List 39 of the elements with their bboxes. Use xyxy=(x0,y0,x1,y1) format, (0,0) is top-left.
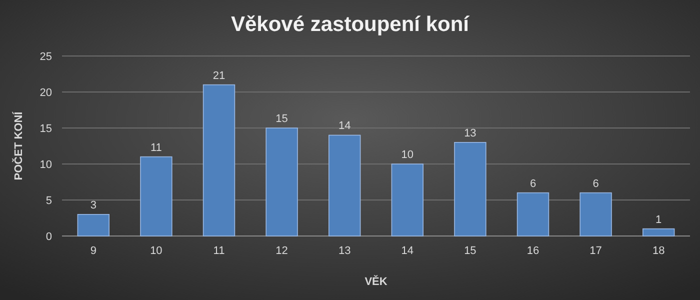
bar xyxy=(391,164,424,236)
x-tick-label: 9 xyxy=(90,245,96,257)
data-label: 15 xyxy=(276,113,288,125)
data-label: 10 xyxy=(401,149,414,161)
bar xyxy=(202,84,236,236)
x-tick-label: 17 xyxy=(590,245,602,257)
x-tick-label: 16 xyxy=(526,245,540,257)
bar xyxy=(77,214,110,236)
chart-title: Věkové zastoupení koní xyxy=(230,13,470,36)
y-tick-label: 5 xyxy=(46,194,52,207)
data-label: 6 xyxy=(592,178,599,190)
bar xyxy=(328,134,361,236)
data-label: 3 xyxy=(90,199,96,212)
data-label: 14 xyxy=(338,120,351,132)
bar xyxy=(140,156,172,236)
x-tick-label: 12 xyxy=(276,245,288,257)
bar xyxy=(454,142,486,236)
x-tick-label: 10 xyxy=(150,245,162,257)
y-tick-label: 20 xyxy=(40,86,52,99)
data-label: 21 xyxy=(212,70,226,82)
data-label: 1 xyxy=(656,214,662,226)
x-tick-label: 15 xyxy=(464,245,476,257)
y-axis-title: POČET KONÍ xyxy=(12,110,25,180)
bar xyxy=(516,192,550,236)
bar xyxy=(266,128,298,236)
y-tick-label: 25 xyxy=(40,50,52,63)
x-tick-label: 11 xyxy=(213,245,225,257)
y-tick-label: 15 xyxy=(40,122,52,135)
x-tick-label: 14 xyxy=(401,245,414,257)
bar xyxy=(642,228,675,236)
data-label: 13 xyxy=(464,127,476,140)
y-tick-label: 0 xyxy=(46,230,52,243)
y-tick-label: 10 xyxy=(40,158,52,171)
data-label: 6 xyxy=(530,178,536,190)
x-axis-title: VĚK xyxy=(364,275,388,288)
x-tick-label: 13 xyxy=(338,245,351,257)
bar xyxy=(580,192,612,236)
data-label: 11 xyxy=(150,142,162,154)
x-tick-label: 18 xyxy=(652,245,665,257)
